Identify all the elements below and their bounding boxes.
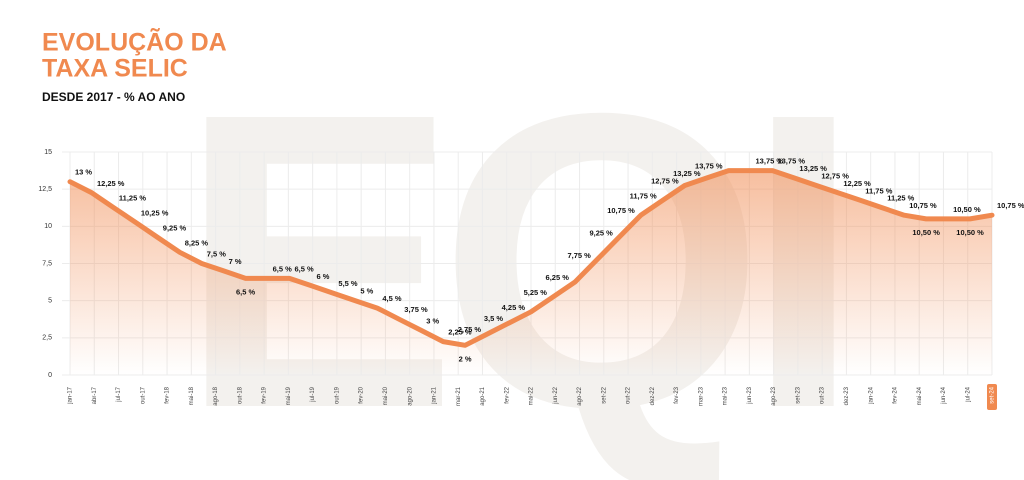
data-label: 4,25 % [502,303,526,312]
data-label: 6,25 % [546,273,570,282]
y-tick-label: 0 [48,372,52,379]
chart-title: EVOLUÇÃO DA [42,27,227,57]
data-label: 10,25 % [141,209,169,218]
x-tick-label: out-23 [820,386,826,404]
x-tick-label: fev-22 [504,386,510,403]
data-label: 10,50 % [956,228,984,237]
x-tick-label: fev-18 [165,386,171,403]
area [70,170,992,375]
x-tick-label: mai-22 [529,386,535,405]
x-tick-label: dez-23 [844,386,850,405]
x-tick-label: out-19 [334,386,340,404]
data-label: 10,75 % [909,201,937,210]
data-label: 3,5 % [484,314,504,323]
data-label: 9,25 % [589,228,613,237]
data-label: 12,75 % [821,171,849,180]
x-tick-label: out-22 [626,386,632,404]
x-tick-label: mai-20 [383,386,389,405]
data-label: 5 % [360,287,373,296]
x-tick-label: set-23 [795,386,801,403]
data-label: 10,50 % [953,205,981,214]
data-label: 6,5 % [236,287,256,296]
x-tick-label: ago-22 [577,386,583,405]
x-tick-label: jul-24 [965,386,971,402]
data-label: 12,25 % [843,179,871,188]
x-tick-label: jan-21 [432,386,438,404]
chart-subtitle: DESDE 2017 - % AO ANO [42,90,185,104]
x-tick-label: mar-21 [456,386,462,406]
data-label: 10,75 % [997,201,1024,210]
data-label: 6,5 % [295,264,315,273]
data-label: 13 % [75,168,92,177]
data-label: 5,25 % [524,288,548,297]
data-label: 2,25 % [448,328,472,337]
x-tick-label: jul-19 [310,386,316,402]
y-tick-label: 10 [44,223,52,230]
data-label: 3 % [426,316,439,325]
data-label: 9,25 % [163,223,187,232]
x-tick-label: ago-21 [480,386,486,405]
data-label: 2 % [459,354,472,363]
x-tick-label: ago-20 [407,386,413,405]
x-tick-label: fev-20 [359,386,365,403]
data-label: 11,75 % [630,191,657,200]
x-tick-label: dez-22 [650,386,656,405]
x-tick-label: fev-24 [893,386,899,403]
data-label: 13,25 % [799,164,827,173]
data-label: 6,5 % [273,264,293,273]
x-tick-highlight [987,384,997,410]
data-label: 7,5 % [207,249,227,258]
data-label: 13,75 % [756,157,784,166]
data-label: 12,25 % [97,179,125,188]
data-label: 8,25 % [185,238,209,247]
data-label: 3,75 % [404,305,428,314]
x-tick-label: out-18 [237,386,243,404]
data-label: 13,75 % [777,157,805,166]
data-label: 2,75 % [458,325,482,334]
x-tick-label: ago-23 [771,386,777,405]
data-label: 10,50 % [912,228,940,237]
x-tick-label: jun-24 [941,386,947,404]
x-tick-label: jan-24 [868,386,874,404]
data-label: 4,5 % [382,294,402,303]
data-label: 5,5 % [338,279,358,288]
data-label: 13,75 % [695,162,723,171]
line [67,168,995,348]
x-tick-label: mar-23 [698,386,704,406]
data-label: 7 % [229,257,242,266]
y-tick-label: 2,5 [42,335,52,342]
x-tick-label: mai-19 [286,386,292,405]
x-tick-label: abr-17 [92,386,98,404]
chart-title: TAXA SELIC [42,55,188,83]
x-tick-label: jun-22 [553,386,559,404]
x-tick-label: set-24 [990,386,996,403]
x-tick-label: jan-17 [68,386,74,404]
data-label: 6 % [316,272,329,281]
y-tick-label: 7,5 [42,260,52,267]
data-label: 11,75 % [865,186,892,195]
y-tick-label: 5 [48,298,52,305]
x-tick-label: set-22 [601,386,607,403]
data-label: 11,25 % [119,194,146,203]
x-tick-label: jul-17 [116,386,122,402]
data-label: 13,25 % [673,169,701,178]
x-tick-label: fev-19 [262,386,268,403]
x-tick-label: mai-24 [917,386,923,405]
x-tick-label: fev-23 [674,386,680,403]
x-tick-label: jun-23 [747,386,753,404]
x-tick-label: mai-23 [723,386,729,405]
y-tick-label: 12,5 [38,186,52,193]
y-tick-label: 15 [44,149,52,156]
x-tick-label: out-17 [140,386,146,404]
x-tick-label: ago-18 [213,386,219,405]
data-label: 10,75 % [607,206,635,215]
data-label: 12,75 % [651,176,679,185]
data-label: 11,25 % [887,194,914,203]
data-label: 7,75 % [567,251,591,260]
x-tick-label: mai-18 [189,386,195,405]
